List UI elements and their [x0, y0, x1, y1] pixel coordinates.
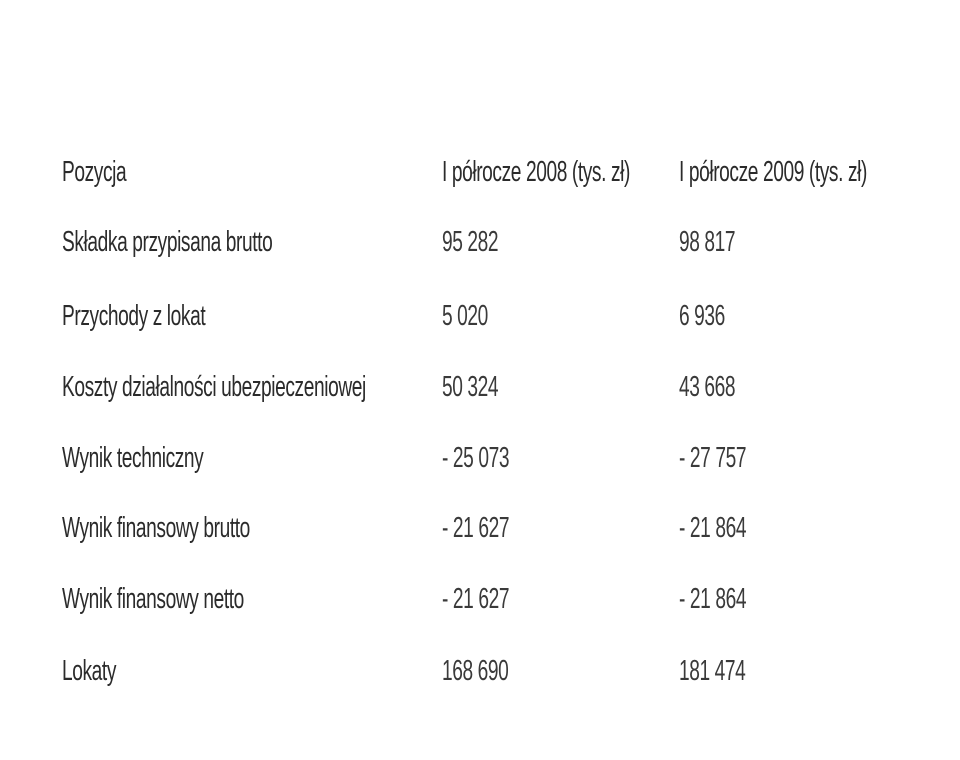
- value-2009: - 27 757: [679, 442, 747, 474]
- row-label: Wynik finansowy brutto: [62, 512, 250, 544]
- value-2009: 43 668: [679, 371, 736, 403]
- table-row: Wynik finansowy netto - 21 627 - 21 864: [0, 579, 960, 619]
- table-row: Koszty działalności ubezpieczeniowej 50 …: [0, 367, 960, 407]
- header-position: Pozycja: [62, 156, 127, 188]
- value-2008: 5 020: [442, 300, 488, 332]
- value-2008: 50 324: [442, 371, 499, 403]
- table-row: Składka przypisana brutto 95 282 98 817: [0, 222, 960, 262]
- table-row: Wynik finansowy brutto - 21 627 - 21 864: [0, 508, 960, 548]
- row-label: Przychody z lokat: [62, 300, 206, 332]
- value-2008: - 21 627: [442, 583, 510, 615]
- table-header-row: Pozycja I półrocze 2008 (tys. zł) I półr…: [0, 152, 960, 192]
- header-h1-2009: I półrocze 2009 (tys. zł): [679, 156, 867, 188]
- value-2008: 168 690: [442, 655, 509, 687]
- value-2008: - 21 627: [442, 512, 510, 544]
- value-2008: - 25 073: [442, 442, 510, 474]
- row-label: Wynik techniczny: [62, 442, 204, 474]
- value-2009: - 21 864: [679, 583, 747, 615]
- row-label: Koszty działalności ubezpieczeniowej: [62, 371, 366, 403]
- row-label: Składka przypisana brutto: [62, 226, 273, 258]
- value-2009: - 21 864: [679, 512, 747, 544]
- value-2009: 6 936: [679, 300, 725, 332]
- table-row: Przychody z lokat 5 020 6 936: [0, 296, 960, 336]
- table-row: Lokaty 168 690 181 474: [0, 651, 960, 691]
- value-2009: 181 474: [679, 655, 746, 687]
- header-h1-2008: I półrocze 2008 (tys. zł): [442, 156, 630, 188]
- table-row: Wynik techniczny - 25 073 - 27 757: [0, 438, 960, 478]
- row-label: Wynik finansowy netto: [62, 583, 244, 615]
- row-label: Lokaty: [62, 655, 117, 687]
- value-2008: 95 282: [442, 226, 499, 258]
- value-2009: 98 817: [679, 226, 736, 258]
